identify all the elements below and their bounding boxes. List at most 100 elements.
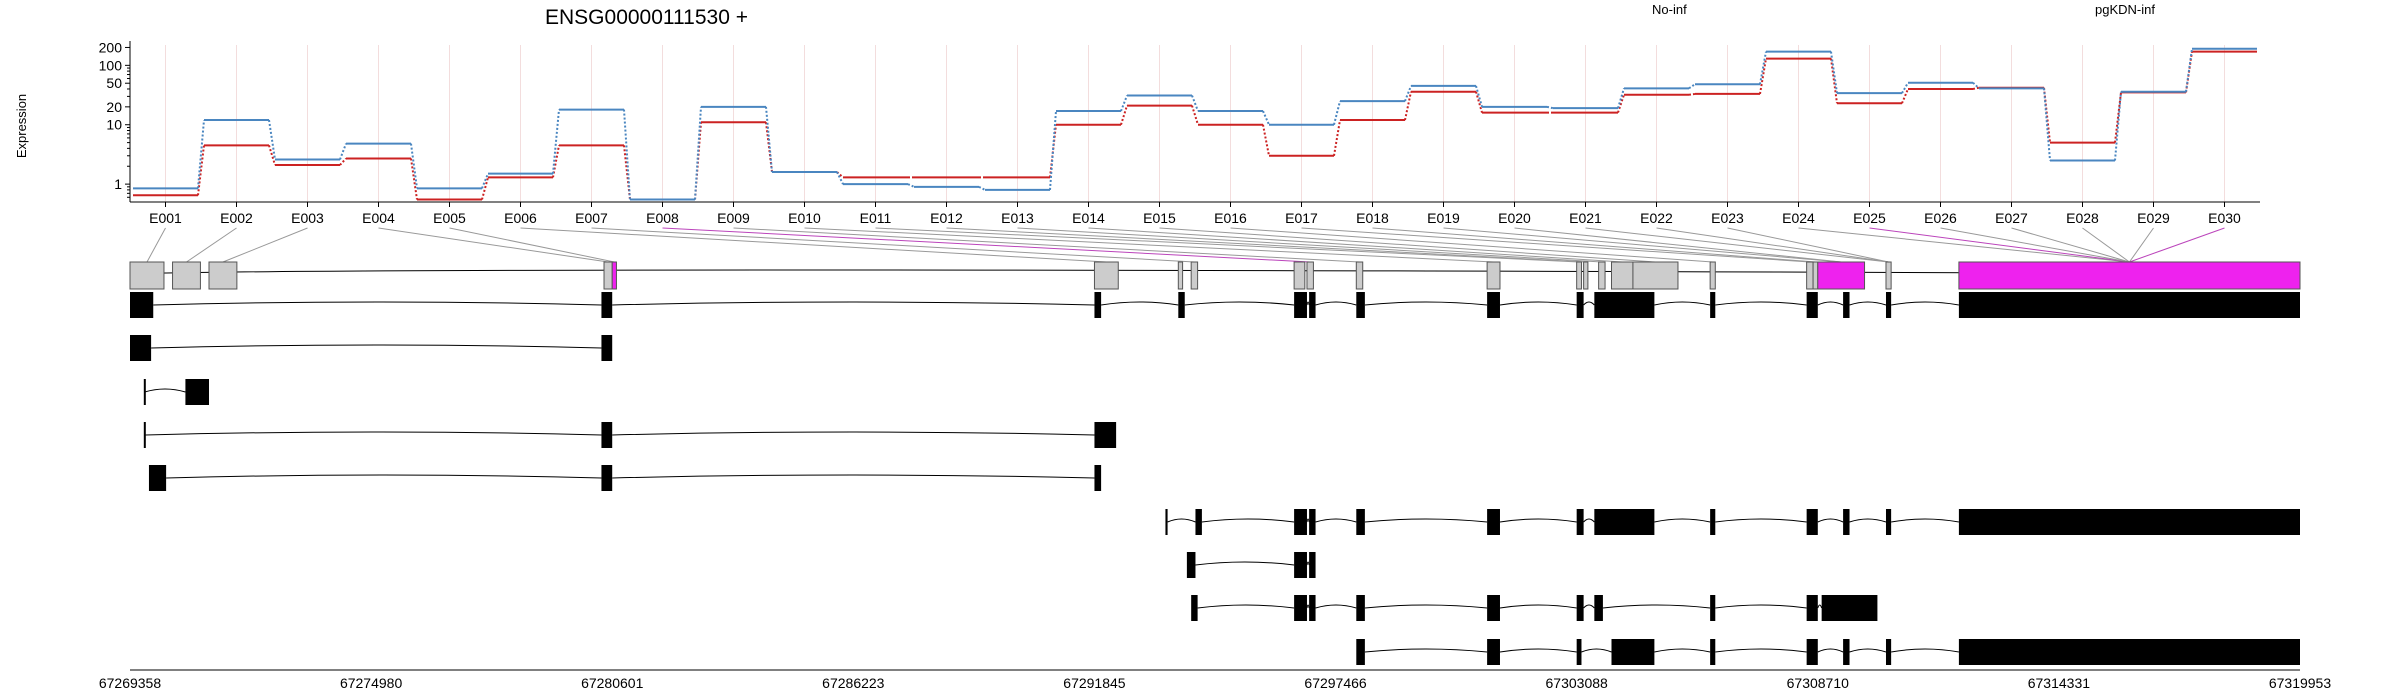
- transcript-exon: [1594, 292, 1655, 318]
- series-transition: [978, 185, 986, 191]
- transcript-intron: [1602, 604, 1711, 609]
- x-tick-label: E017: [1285, 210, 1318, 226]
- series-transition: [1972, 81, 1980, 90]
- x-tick-label: E007: [575, 210, 608, 226]
- genomic-tick-label: 67286223: [822, 675, 885, 691]
- transcript-intron: [1306, 604, 1310, 609]
- transcript-exon: [1611, 639, 1655, 665]
- transcript-exon: [601, 292, 613, 318]
- transcript-intron: [1364, 604, 1488, 609]
- exon-connector: [1443, 227, 1842, 263]
- transcript-intron: [1891, 301, 1959, 306]
- series-transition: [1759, 51, 1767, 85]
- transcript-exon: [148, 465, 167, 491]
- series-transition: [268, 145, 276, 166]
- genomic-tick-label: 67269358: [99, 675, 162, 691]
- x-tick-label: E015: [1143, 210, 1176, 226]
- x-tick-label: E005: [433, 210, 466, 226]
- x-tick-label: E028: [2066, 210, 2099, 226]
- exon-bin: [611, 261, 617, 290]
- exon-connector: [186, 227, 237, 263]
- exon-connector: [1088, 227, 1623, 263]
- transcript-9: [1356, 639, 2300, 665]
- x-tick-label: E001: [149, 210, 182, 226]
- transcript-intron: [1499, 518, 1577, 523]
- transcript-tracks: [130, 292, 2300, 665]
- exon-connector: [146, 227, 166, 263]
- transcript-exon: [1594, 509, 1655, 535]
- transcript-intron: [612, 474, 1095, 479]
- series-transition: [410, 143, 418, 189]
- transcript-exon: [1178, 292, 1185, 318]
- transcript-intron: [1583, 301, 1595, 306]
- x-tick-label: E026: [1924, 210, 1957, 226]
- exon-connector: [875, 227, 1580, 263]
- transcript-exon: [1576, 595, 1584, 621]
- x-tick-label: E029: [2137, 210, 2170, 226]
- transcript-intron: [1306, 518, 1310, 523]
- transcript-exon: [1094, 292, 1102, 318]
- series-pgkdn-inf: [133, 47, 2257, 201]
- transcript-intron: [1364, 518, 1488, 523]
- exon-bin: [1177, 261, 1184, 290]
- transcript-4: [143, 422, 1117, 448]
- y-tick-label: 50: [106, 75, 122, 91]
- transcript-exon: [1294, 552, 1307, 578]
- x-tick-label: E030: [2208, 210, 2241, 226]
- transcript-intron: [1197, 604, 1295, 609]
- y-axis-label: Expression: [14, 94, 29, 158]
- transcript-intron: [1581, 648, 1612, 653]
- exon-connector: [378, 227, 609, 263]
- exon-bin: [1093, 261, 1119, 290]
- transcript-exon: [1294, 595, 1307, 621]
- series-no-inf: [133, 50, 2257, 201]
- exon-connector: [222, 227, 308, 263]
- transcript-intron: [1715, 301, 1807, 306]
- transcript-intron: [1195, 561, 1295, 566]
- x-tick-label: E009: [717, 210, 750, 226]
- transcript-intron: [1364, 301, 1488, 306]
- exon-connector: [733, 227, 1360, 263]
- series-transition: [765, 106, 773, 173]
- series-transition: [1333, 119, 1341, 156]
- transcript-exon: [1710, 639, 1716, 665]
- genomic-tick-label: 67319953: [2269, 675, 2332, 691]
- transcript-intron: [166, 474, 602, 479]
- series-transition: [2043, 87, 2051, 143]
- exon-bin: [1190, 261, 1199, 290]
- x-tick-label: E004: [362, 210, 395, 226]
- transcript-5: [148, 465, 1102, 491]
- transcript-exon: [1191, 595, 1198, 621]
- exon-connector: [662, 227, 1311, 263]
- genomic-tick-label: 67291845: [1063, 675, 1126, 691]
- x-tick-label: E027: [1995, 210, 2028, 226]
- exon-bin: [1583, 261, 1589, 290]
- series-transition: [1191, 105, 1199, 126]
- series-transition: [2114, 91, 2122, 161]
- transcript-intron: [1315, 604, 1357, 609]
- exon-connector: [520, 227, 1107, 263]
- x-tick-label: E008: [646, 210, 679, 226]
- series-transition: [1049, 110, 1057, 190]
- x-tick-label: E002: [220, 210, 253, 226]
- transcript-exon: [1885, 509, 1892, 535]
- exon-connector: [804, 227, 1494, 263]
- transcript-exon: [1094, 465, 1102, 491]
- vertical-gridlines: [165, 45, 2225, 202]
- series-transition: [339, 143, 347, 160]
- transcript-exon: [1594, 595, 1603, 621]
- exon-connector: [2011, 227, 2130, 263]
- exon-connector: [2082, 227, 2130, 263]
- series-transition: [623, 109, 631, 200]
- exon-connector: [1017, 227, 1602, 263]
- transcript-8: [1191, 595, 1878, 621]
- series-transition: [339, 157, 347, 166]
- series-transition: [2185, 51, 2193, 93]
- genomic-tick-label: 67308710: [1787, 675, 1850, 691]
- transcript-exon: [1576, 292, 1584, 318]
- transcript-2: [130, 335, 613, 361]
- exon-connector: [2129, 227, 2225, 263]
- genomic-tick-label: 67314331: [2028, 675, 2091, 691]
- exon-bin: [1806, 261, 1814, 290]
